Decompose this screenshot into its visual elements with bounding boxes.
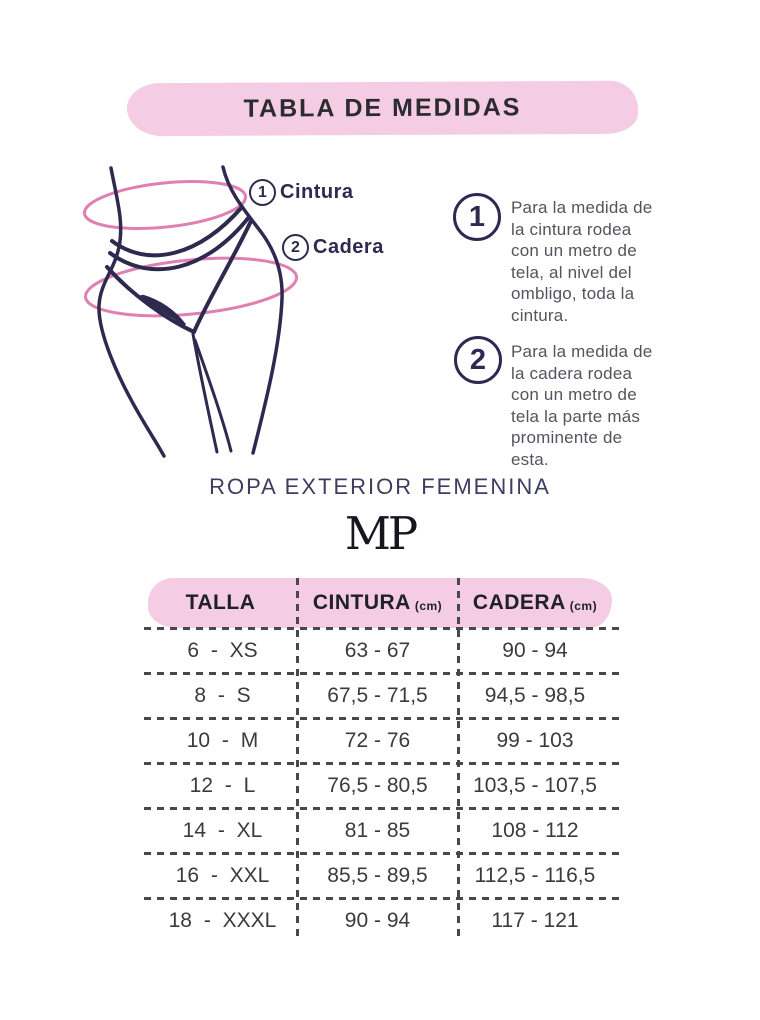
panty-waistband-bottom bbox=[108, 215, 251, 272]
body-measurement-illustration bbox=[82, 165, 299, 458]
panty-waistband-top bbox=[110, 205, 244, 258]
column-header-talla: TALLA bbox=[148, 591, 297, 615]
column-header-cadera-label: CADERA bbox=[472, 591, 566, 614]
cell-cintura: 90 - 94 bbox=[344, 908, 411, 932]
panty-edge-left bbox=[105, 265, 196, 334]
hip-label-text: Cadera bbox=[313, 236, 384, 258]
cell-cadera: 112,5 - 116,5 bbox=[474, 863, 596, 887]
table-row: 14 - XL 81 - 85 108 - 112 bbox=[144, 808, 619, 855]
cell-cadera: 103,5 - 107,5 bbox=[473, 773, 597, 797]
cell-cintura: 67,5 - 71,5 bbox=[327, 683, 428, 707]
cell-cintura: 63 - 67 bbox=[344, 638, 411, 662]
instruction-2-text: Para la medida de la cadera rodea con un… bbox=[511, 342, 653, 469]
column-header-cintura-unit: (cm) bbox=[414, 598, 443, 613]
column-header-cadera-unit: (cm) bbox=[569, 598, 598, 613]
instruction-1-badge: 1 bbox=[453, 193, 501, 241]
section-heading: ROPA EXTERIOR FEMENINA bbox=[209, 474, 551, 499]
waist-callout: 1 Cintura bbox=[249, 179, 354, 206]
column-divider-2 bbox=[457, 578, 460, 941]
instruction-2-badge: 2 bbox=[454, 336, 502, 384]
column-header-cintura: CINTURA (cm) bbox=[297, 591, 458, 615]
cell-cintura: 85,5 - 89,5 bbox=[327, 863, 428, 887]
column-header-talla-label: TALLA bbox=[185, 591, 256, 614]
title-banner: TABLA DE MEDIDAS bbox=[126, 80, 639, 137]
cell-talla: 12 - L bbox=[189, 773, 256, 797]
body-outline bbox=[97, 165, 284, 458]
table-body: 6 - XS 63 - 67 90 - 94 8 - S 67,5 - 71,5 94,5… bbox=[144, 628, 619, 943]
hip-callout: 2 Cadera bbox=[282, 234, 384, 261]
cell-cadera: 117 - 121 bbox=[491, 908, 579, 932]
cell-talla: 8 - S bbox=[194, 683, 251, 707]
cell-cadera: 99 - 103 bbox=[496, 728, 574, 752]
hip-number-badge: 2 bbox=[282, 234, 309, 261]
table-row: 10 - M 72 - 76 99 - 103 bbox=[144, 718, 619, 765]
column-header-cintura-label: CINTURA bbox=[312, 591, 411, 614]
cell-cintura: 76,5 - 80,5 bbox=[327, 773, 428, 797]
waist-number-badge: 1 bbox=[249, 179, 276, 206]
table-header-row: TALLA CINTURA (cm) CADERA (cm) bbox=[144, 578, 619, 630]
cell-talla: 16 - XXL bbox=[175, 863, 270, 887]
cell-cadera: 90 - 94 bbox=[502, 638, 568, 662]
table-row: 6 - XS 63 - 67 90 - 94 bbox=[144, 628, 619, 675]
panty-edge-right bbox=[192, 219, 253, 334]
inner-leg-right bbox=[193, 338, 233, 453]
body-outline-left bbox=[97, 166, 166, 458]
cell-cintura: 72 - 76 bbox=[344, 728, 411, 752]
table-row: 12 - L 76,5 - 80,5 103,5 - 107,5 bbox=[144, 763, 619, 810]
size-table: TALLA CINTURA (cm) CADERA (cm) 6 - XS 63 - … bbox=[144, 578, 619, 943]
cell-cadera: 94,5 - 98,5 bbox=[484, 683, 586, 707]
column-header-cadera: CADERA (cm) bbox=[458, 591, 612, 615]
page-title: TABLA DE MEDIDAS bbox=[243, 93, 522, 123]
instruction-1-text: Para la medida de la cintura rodea con u… bbox=[511, 198, 653, 325]
hip-measure-line bbox=[83, 256, 299, 318]
cell-talla: 10 - M bbox=[186, 728, 259, 752]
table-row: 16 - XXL 85,5 - 89,5 112,5 - 116,5 bbox=[144, 853, 619, 900]
cell-talla: 6 - XS bbox=[187, 638, 258, 662]
waist-measure-line bbox=[82, 180, 248, 230]
column-divider-1 bbox=[296, 578, 299, 941]
waist-label-text: Cintura bbox=[280, 181, 354, 203]
panty-fold-detail bbox=[135, 294, 186, 327]
inner-leg-left bbox=[191, 332, 219, 454]
cell-talla: 18 - XXXL bbox=[168, 908, 277, 932]
brand-logo: MP bbox=[344, 507, 418, 560]
cell-cintura: 81 - 85 bbox=[344, 818, 411, 842]
cell-cadera: 108 - 112 bbox=[491, 818, 579, 842]
cell-talla: 14 - XL bbox=[182, 818, 263, 842]
table-row: 8 - S 67,5 - 71,5 94,5 - 98,5 bbox=[144, 673, 619, 720]
table-row: 18 - XXXL 90 - 94 117 - 121 bbox=[148, 898, 612, 943]
